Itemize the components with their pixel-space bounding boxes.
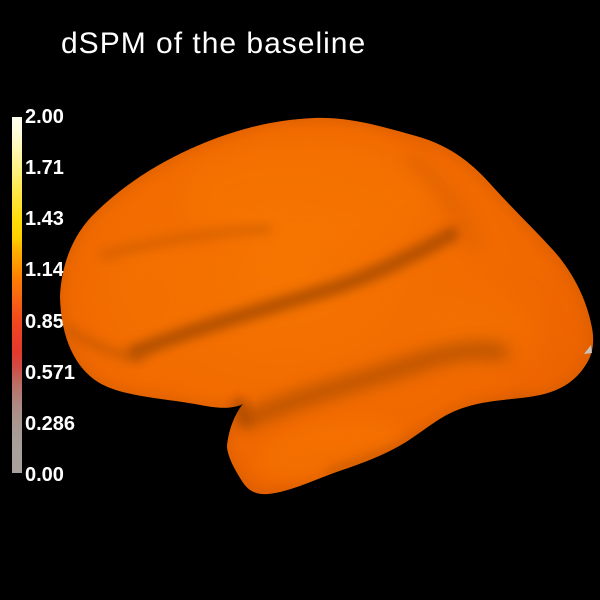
colorbar-tick-label: 2.00 (25, 106, 64, 128)
colorbar-tick-label: 1.14 (25, 259, 64, 282)
sulcus-orbital (65, 325, 145, 363)
sulcus-sylvian-lower (238, 342, 509, 429)
notch-shadow (232, 396, 252, 428)
colorbar-tick-label: 0.00 (25, 463, 64, 486)
sulcus-frontal (100, 224, 273, 260)
page-title: dSPM of the baseline (61, 27, 367, 60)
edge-artifact-speck (584, 345, 592, 354)
colorbar-tick-label: 1.71 (25, 157, 64, 180)
sulcus-sylvian-upper (127, 226, 460, 360)
colorbar-tick-label: 0.571 (25, 361, 76, 384)
highlight-parietal (180, 140, 440, 250)
colorbar-tick-label: 0.286 (25, 412, 76, 435)
colorbar-gradient (12, 117, 22, 473)
colorbar-tick-label: 1.43 (25, 208, 64, 231)
sulcus-central (406, 154, 480, 250)
